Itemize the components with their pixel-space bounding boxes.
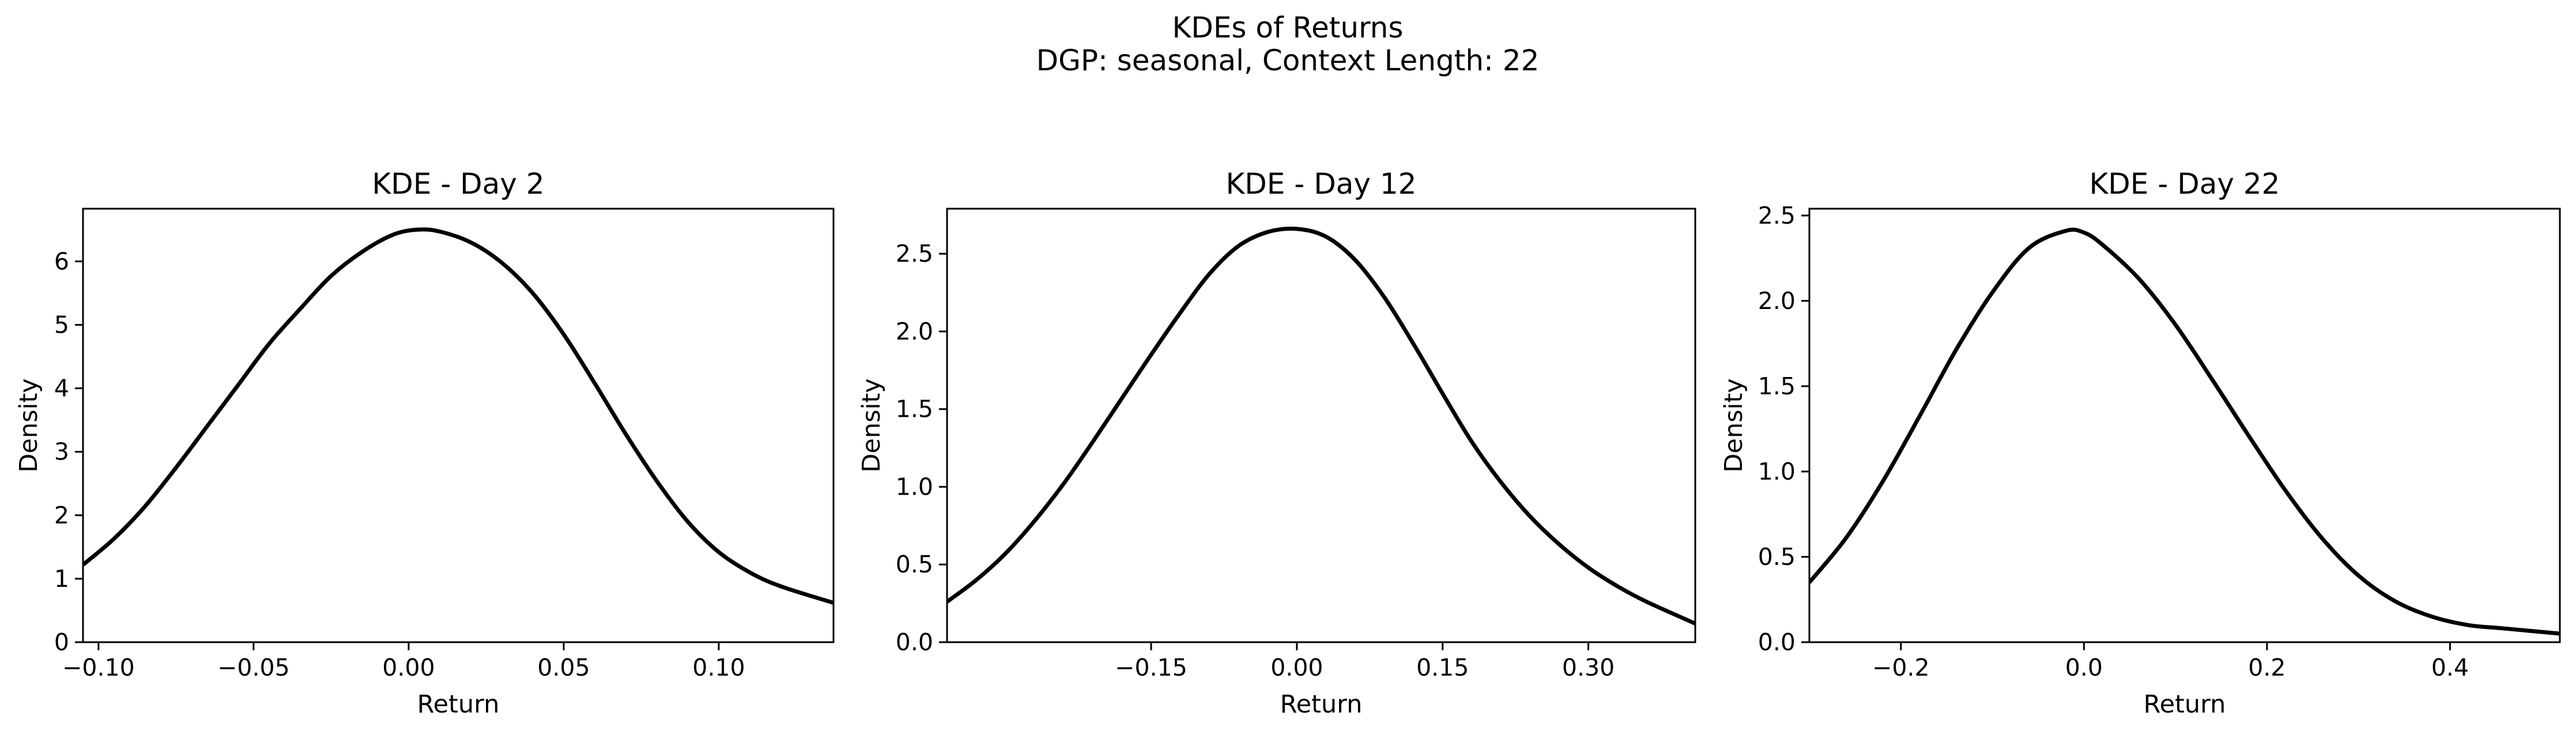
x-tick-label: −0.05	[217, 654, 290, 681]
kde-line-day-2	[83, 227, 833, 605]
y-tick-label: 4	[54, 375, 69, 402]
line-layer-day-2	[83, 227, 833, 605]
y-tick-label: 1.5	[1758, 372, 1796, 400]
y-tick-label: 1.0	[1758, 458, 1796, 485]
y-tick-label: 1.0	[896, 473, 933, 500]
figure-title-line2: DGP: seasonal, Context Length: 22	[1036, 44, 1540, 77]
subplot-title-day-12: KDE - Day 12	[1226, 167, 1417, 201]
y-tick-label: 0.0	[1758, 628, 1796, 656]
y-tick-label: 0.5	[896, 551, 933, 578]
x-tick-label: 0.4	[2431, 654, 2469, 681]
axes-frame-day-2	[82, 208, 835, 643]
y-axis-label-day-2: Density	[14, 378, 43, 472]
line-layer-day-22	[1809, 227, 2560, 636]
y-tick-label: 1.5	[896, 395, 933, 423]
y-axis-label-day-12: Density	[857, 378, 886, 472]
subplot-day-2: KDE - Day 2 −0.10 −0.05 0.00 0.05 0.10 0 1 2 3 4 5…	[14, 167, 835, 719]
x-tick-label: 0.00	[1270, 654, 1323, 681]
x-axis-label-day-22: Return	[2144, 690, 2226, 719]
x-axis-label-day-12: Return	[1280, 690, 1363, 719]
y-tick-label: 2.5	[1758, 202, 1796, 229]
ticks-day-2: −0.10 −0.05 0.00 0.05 0.10 0 1 2 3 4 5 6	[54, 247, 745, 681]
subplot-day-12: KDE - Day 12 −0.15 0.00 0.15 0.30 0.0 0.5 1.0 1…	[857, 167, 1696, 719]
figure-title-line1: KDEs of Returns	[1172, 11, 1404, 44]
y-tick-label: 2	[54, 502, 69, 529]
subplot-title-day-22: KDE - Day 22	[2090, 167, 2280, 201]
subplot-title-day-2: KDE - Day 2	[372, 167, 544, 201]
y-axis-label-day-22: Density	[1719, 378, 1748, 472]
x-tick-label: 0.15	[1416, 654, 1469, 681]
y-tick-label: 0.5	[1758, 543, 1796, 571]
y-tick-label: 3	[54, 438, 69, 466]
y-tick-label: 0.0	[896, 628, 933, 656]
x-tick-label: −0.2	[1872, 654, 1930, 681]
axes-frame-day-12	[946, 208, 1696, 643]
x-tick-label: −0.15	[1115, 654, 1187, 681]
kde-line-day-22	[1809, 227, 2560, 636]
x-tick-label: 0.05	[537, 654, 590, 681]
y-tick-label: 0	[54, 628, 69, 656]
axes-frame-day-22	[1808, 208, 2561, 643]
subplot-day-22: KDE - Day 22 −0.2 0.0 0.2 0.4 0.0 0.5 1.0 1.5 2.…	[1719, 167, 2561, 719]
y-tick-label: 6	[54, 247, 69, 275]
x-tick-label: 0.10	[692, 654, 745, 681]
line-layer-day-12	[947, 227, 1695, 625]
x-tick-label: 0.2	[2248, 654, 2285, 681]
x-tick-label: 0.0	[2065, 654, 2103, 681]
x-tick-label: −0.10	[62, 654, 135, 681]
y-tick-label: 2.0	[1758, 287, 1796, 315]
y-tick-label: 2.5	[896, 240, 933, 267]
x-tick-label: 0.00	[382, 654, 435, 681]
y-tick-label: 1	[54, 565, 69, 593]
kde-line-day-12	[947, 227, 1695, 625]
x-axis-label-day-2: Return	[417, 690, 500, 719]
ticks-day-12: −0.15 0.00 0.15 0.30 0.0 0.5 1.0 1.5 2.0 2.5	[896, 240, 1615, 681]
ticks-day-22: −0.2 0.0 0.2 0.4 0.0 0.5 1.0 1.5 2.0 2.5	[1758, 202, 2469, 681]
y-tick-label: 5	[54, 311, 69, 338]
y-tick-label: 2.0	[896, 318, 933, 345]
x-tick-label: 0.30	[1562, 654, 1615, 681]
